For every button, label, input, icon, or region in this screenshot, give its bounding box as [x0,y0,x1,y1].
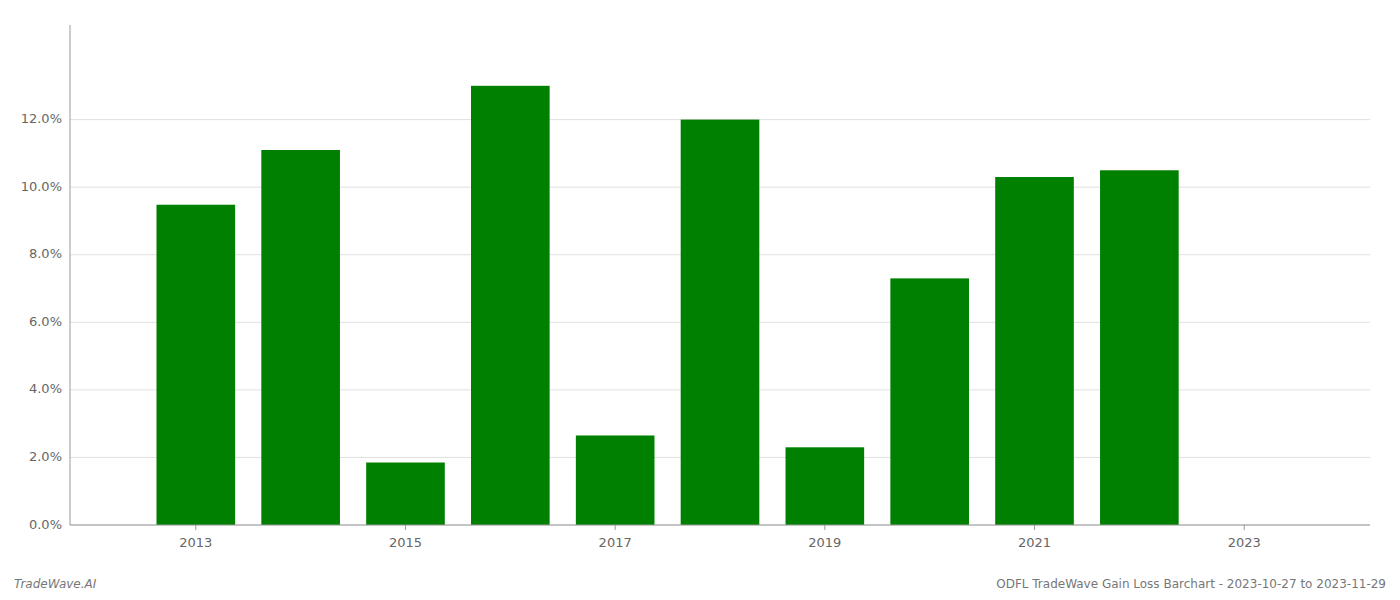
bar [681,120,760,525]
x-tick-label: 2021 [1018,535,1051,550]
annotation: TradeWave.AI [14,577,97,591]
bar [995,177,1074,525]
annotation: ODFL TradeWave Gain Loss Barchart - 2023… [996,577,1386,591]
x-tick [195,525,196,530]
x-tick [824,525,825,530]
x-tick [1244,525,1245,530]
x-tick-label: 2019 [808,535,841,550]
grid-line [70,525,1370,526]
chart: 0.0% 2.0% 4.0% 6.0% 8.0% 10.0% 12.0% 2013 2015 20… [0,0,1400,600]
x-axis-line [70,525,1370,526]
bar [1100,170,1179,525]
y-tick-label: 6.0% [29,314,62,329]
x-tick [1034,525,1035,530]
x-tick-label: 2015 [389,535,422,550]
bar [366,463,445,526]
bar [576,435,655,525]
bar [156,205,235,525]
x-tick [405,525,406,530]
bars [156,86,1178,525]
x-tick-label: 2023 [1228,535,1261,550]
background [0,0,1400,600]
bar [786,447,865,525]
grid [70,120,1370,525]
y-tick-label: 8.0% [29,246,62,261]
bar [261,150,340,525]
bar [471,86,550,525]
x-tick-label: 2017 [599,535,632,550]
y-tick-label: 12.0% [21,111,62,126]
x-tick [615,525,616,530]
y-tick-label: 2.0% [29,449,62,464]
x-tick-label: 2013 [179,535,212,550]
y-tick-label: 10.0% [21,179,62,194]
bar [890,278,969,525]
y-tick-label: 0.0% [29,517,62,532]
y-axis-line [70,25,71,525]
y-tick-label: 4.0% [29,381,62,396]
